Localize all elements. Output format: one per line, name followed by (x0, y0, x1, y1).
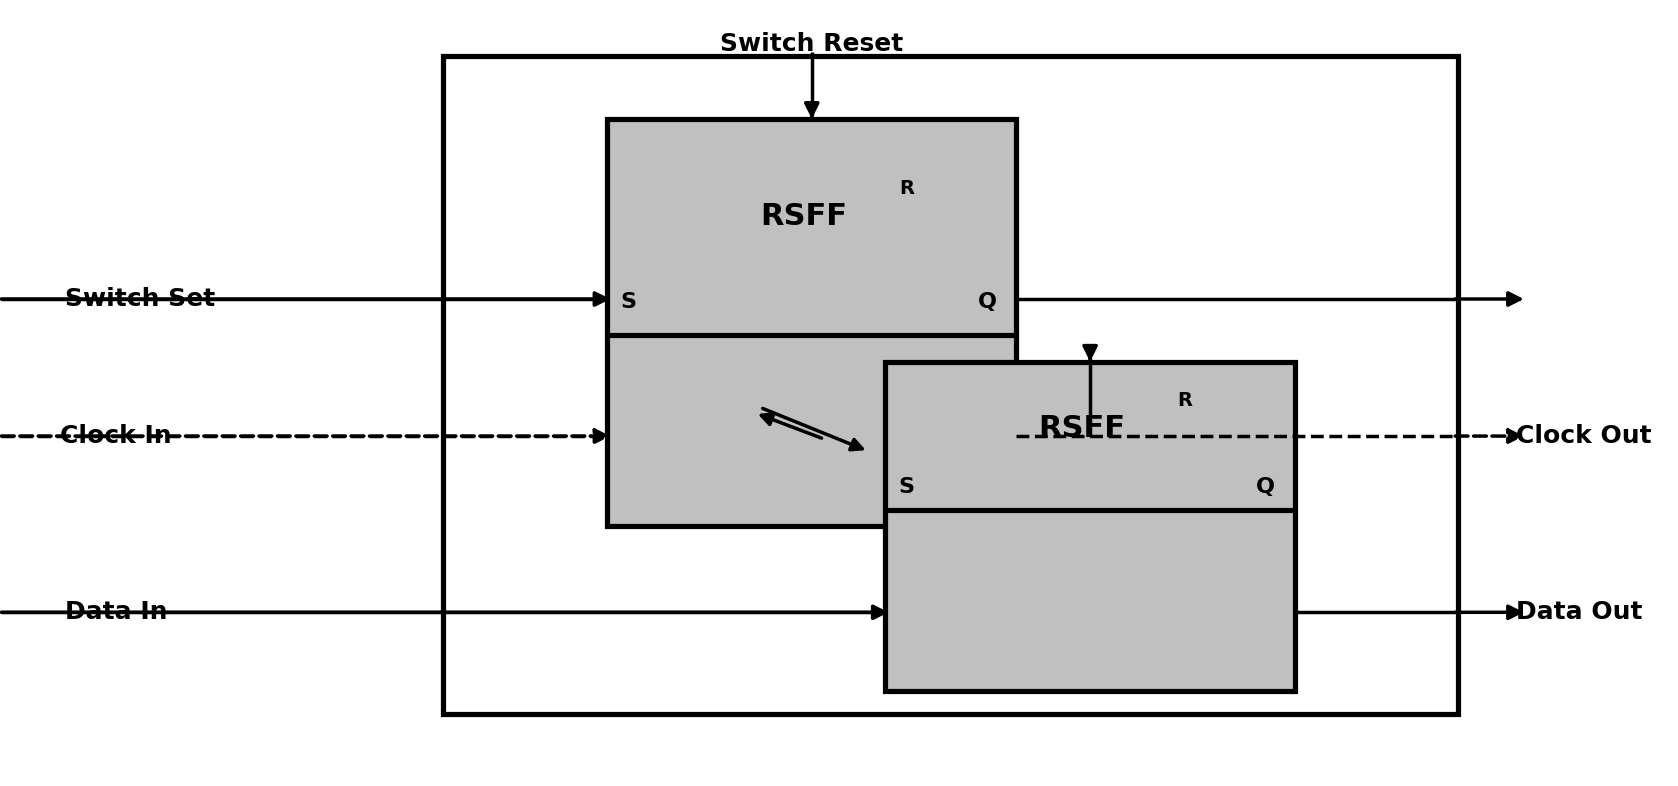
Text: RSFF: RSFF (1039, 413, 1126, 443)
Text: Q: Q (1257, 478, 1275, 498)
Text: Clock In: Clock In (60, 424, 171, 448)
Text: Switch Reset: Switch Reset (720, 32, 903, 57)
Text: R: R (899, 179, 915, 198)
Text: Data Out: Data Out (1515, 601, 1643, 624)
Text: RSFF: RSFF (760, 201, 847, 230)
Bar (607, 119, 1017, 526)
Text: R: R (1178, 391, 1193, 410)
Text: Switch Set: Switch Set (65, 287, 216, 311)
Bar (886, 362, 1295, 691)
Text: S: S (898, 478, 915, 498)
Text: Data In: Data In (65, 601, 168, 624)
Text: S: S (621, 292, 636, 312)
Text: Clock Out: Clock Out (1515, 424, 1651, 448)
Text: Q: Q (978, 292, 997, 312)
Bar (443, 57, 1458, 714)
